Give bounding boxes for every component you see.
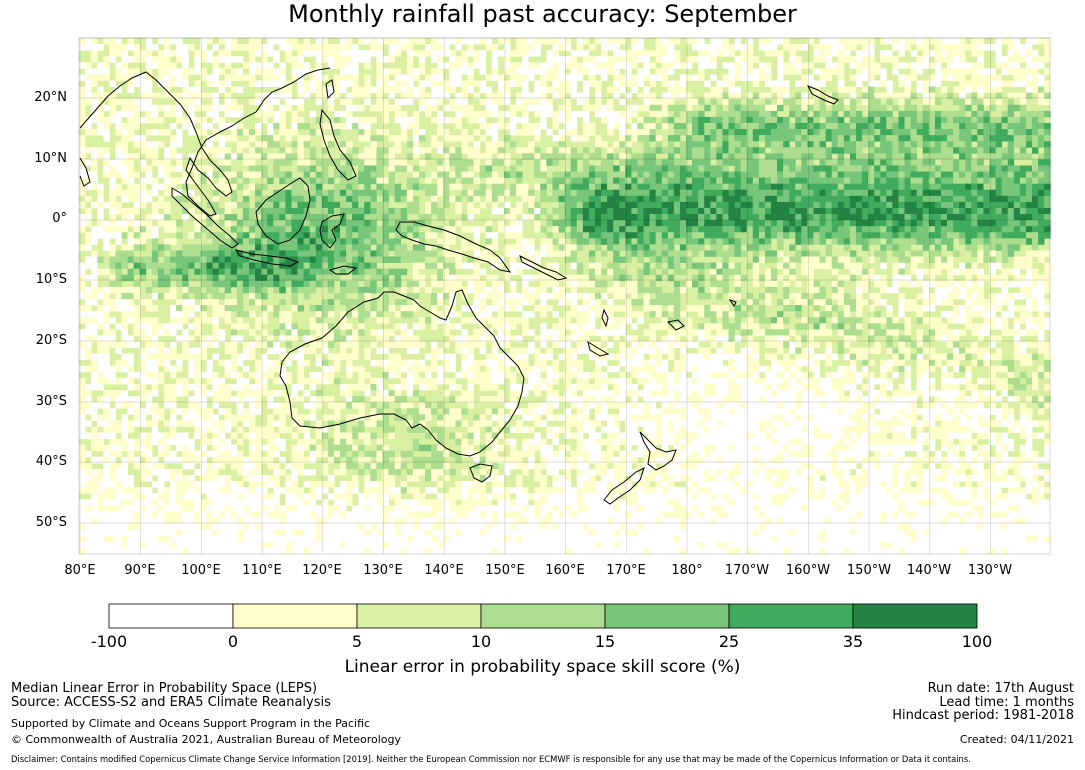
- lat-label-10s: 10°S: [35, 272, 67, 287]
- lat-label-20n: 20°N: [34, 90, 67, 105]
- java-coastline: [234, 249, 300, 267]
- colorbar-swatch-5: [728, 603, 854, 629]
- colorbar: [108, 603, 978, 629]
- philippines-coastline: [319, 108, 357, 181]
- lon-label-110e: 110°E: [242, 563, 282, 578]
- footer-created: Created: 04/11/2021: [959, 733, 1074, 746]
- hawaii-coastline: [806, 85, 839, 105]
- tasmania-coastline: [469, 463, 493, 483]
- coastlines: [79, 67, 839, 505]
- lon-label-180: 180°: [671, 563, 703, 578]
- india-coastline: [79, 157, 91, 187]
- colorbar-label-0: 0: [227, 632, 239, 651]
- footer-method: Median Linear Error in Probability Space…: [11, 681, 318, 696]
- lon-label-170w: 170°W: [724, 563, 770, 578]
- colorbar-swatch-2: [356, 603, 482, 629]
- sulawesi-coastline: [319, 213, 345, 249]
- colorbar-label-15: 15: [594, 632, 616, 651]
- new-caledonia-coastline: [587, 340, 610, 357]
- colorbar-swatch-3: [480, 603, 606, 629]
- new-zealand-south-coastline: [603, 467, 645, 505]
- lat-label-10n: 10°N: [34, 151, 67, 166]
- colorbar-label-minus100: -100: [90, 632, 128, 651]
- lon-label-150w: 150°W: [846, 563, 892, 578]
- lon-label-90e: 90°E: [124, 563, 156, 578]
- taiwan-coastline: [325, 79, 335, 100]
- new-zealand-north-coastline: [639, 431, 677, 471]
- timor-coastline: [328, 265, 358, 275]
- footer-disclaimer: Disclaimer: Contains modified Copernicus…: [11, 754, 971, 764]
- lon-label-100e: 100°E: [181, 563, 221, 578]
- colorbar-swatch-6: [852, 603, 978, 629]
- new-guinea-coastline: [395, 221, 512, 273]
- footer-copyright: © Commonwealth of Australia 2021, Austra…: [11, 733, 401, 746]
- footer-hindcast: Hindcast period: 1981-2018: [892, 708, 1074, 723]
- footer-source: Source: ACCESS-S2 and ERA5 Climate Reana…: [11, 695, 331, 710]
- vanuatu-coastline: [601, 308, 609, 328]
- lat-label-30s: 30°S: [35, 394, 67, 409]
- lat-label-40s: 40°S: [35, 454, 67, 469]
- lon-label-140e: 140°E: [424, 563, 464, 578]
- solomon-islands-coastline: [519, 255, 568, 281]
- lon-label-150e: 150°E: [485, 563, 525, 578]
- samoa-coastline: [728, 299, 737, 307]
- footer-support: Supported by Climate and Oceans Support …: [11, 717, 371, 730]
- colorbar-title: Linear error in probability space skill …: [344, 657, 741, 677]
- lon-label-140w: 140°W: [906, 563, 952, 578]
- map-border: [78, 37, 1051, 555]
- lon-label-160e: 160°E: [545, 563, 585, 578]
- colorbar-label-35: 35: [842, 632, 864, 651]
- graticule: [79, 37, 1050, 554]
- asia-coastline: [79, 67, 331, 217]
- borneo-coastline: [255, 177, 311, 245]
- lon-label-130w: 130°W: [967, 563, 1013, 578]
- australia-coastline: [279, 289, 525, 457]
- lat-label-50s: 50°S: [35, 515, 67, 530]
- chart-title: Monthly rainfall past accuracy: Septembe…: [288, 0, 797, 28]
- lon-label-160w: 160°W: [785, 563, 831, 578]
- lon-label-80e: 80°E: [64, 563, 96, 578]
- colorbar-label-100: 100: [961, 632, 993, 651]
- fiji-coastline: [666, 319, 685, 331]
- lon-label-170e: 170°E: [606, 563, 646, 578]
- colorbar-swatch-4: [604, 603, 730, 629]
- colorbar-label-5: 5: [351, 632, 363, 651]
- footer-run-date: Run date: 17th August: [927, 681, 1074, 696]
- colorbar-swatch-1: [232, 603, 358, 629]
- colorbar-label-10: 10: [470, 632, 492, 651]
- colorbar-label-25: 25: [718, 632, 740, 651]
- lon-label-130e: 130°E: [363, 563, 403, 578]
- footer-lead-time: Lead time: 1 months: [939, 695, 1074, 710]
- lat-label-0: 0°: [52, 211, 67, 226]
- lat-label-20s: 20°S: [35, 333, 67, 348]
- lon-label-120e: 120°E: [302, 563, 342, 578]
- colorbar-swatch-0: [108, 603, 234, 629]
- sumatra-coastline: [171, 187, 239, 249]
- skill-cells: [79, 38, 1051, 555]
